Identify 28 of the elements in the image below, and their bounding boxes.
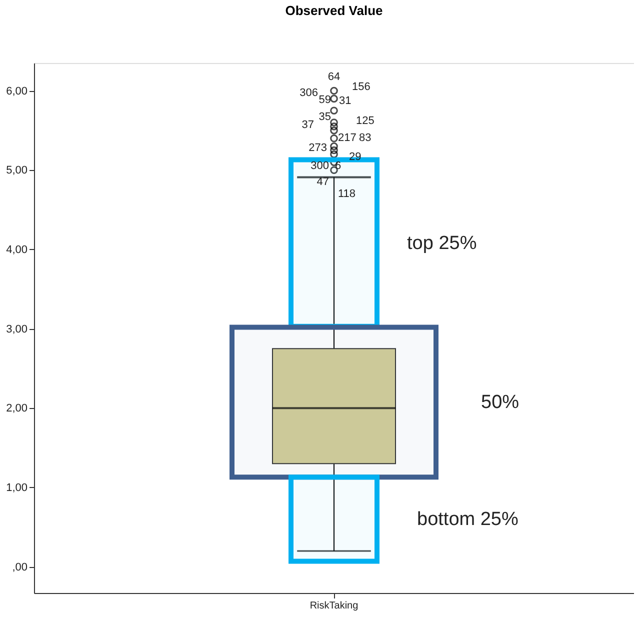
y-tick-label: 2,00	[6, 402, 28, 415]
annotation: 217	[338, 132, 356, 144]
annotation: 156	[352, 81, 370, 93]
band-label: top 25%	[407, 233, 477, 254]
annotation: 59	[318, 94, 331, 106]
y-tick-label: ,00	[12, 561, 28, 574]
annotation: 118	[338, 188, 356, 200]
annotation: 37	[302, 119, 314, 131]
annotation: 300	[310, 160, 329, 172]
chart-title: Observed Value	[285, 3, 383, 18]
x-tick-label: RiskTaking	[310, 600, 358, 612]
annotation: 35	[318, 111, 331, 123]
annotation: 125	[356, 115, 374, 127]
y-tick-label: 6,00	[6, 85, 28, 98]
band-label: 50%	[481, 392, 520, 414]
y-tick-label: 4,00	[6, 244, 28, 256]
annotation: 273	[308, 142, 327, 154]
annotation: 47	[316, 176, 329, 188]
annotation: 31	[339, 95, 352, 107]
y-tick-label: 3,00	[6, 323, 28, 336]
annotation: 64	[328, 71, 340, 83]
band-label: bottom 25%	[417, 509, 518, 530]
annotation: 29	[349, 151, 362, 163]
y-tick-label: 5,00	[6, 164, 28, 177]
annotation: 6	[335, 160, 342, 172]
annotation: 306	[300, 87, 318, 99]
y-tick-label: 1,00	[6, 482, 28, 494]
annotation: 83	[359, 132, 372, 144]
